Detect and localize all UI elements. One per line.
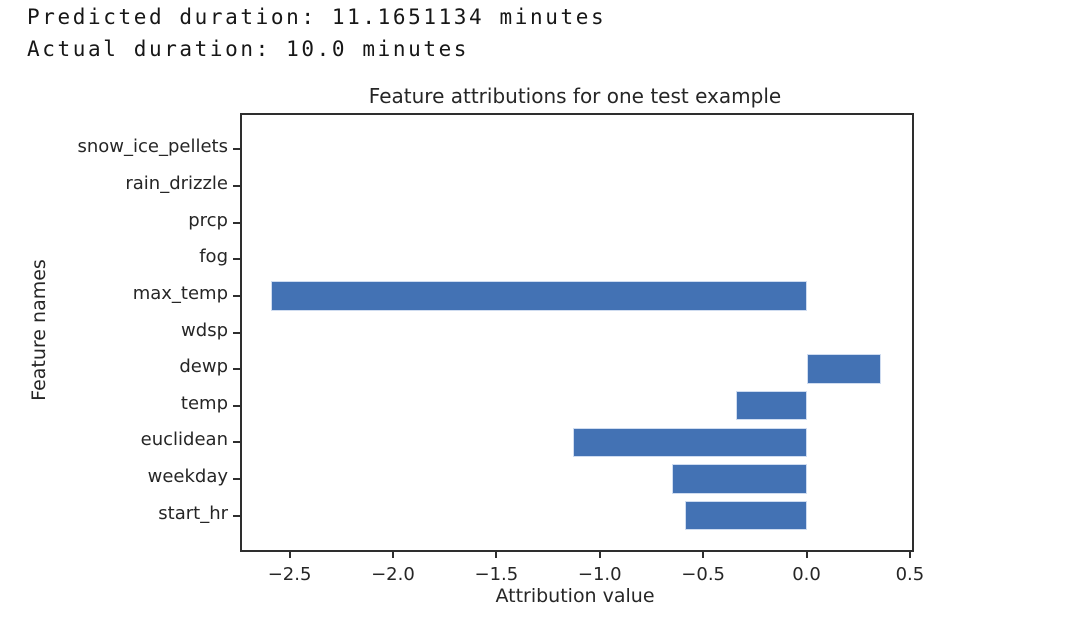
x-tick-label: −0.5 — [681, 564, 725, 585]
x-tick-label: 0.5 — [895, 564, 925, 585]
bar-dewp — [806, 354, 881, 384]
actual-duration-line: Actual duration: 10.0 minutes — [27, 37, 470, 61]
y-tick-label-snow_ice_pellets: snow_ice_pellets — [77, 136, 228, 158]
x-tick-label: −1.5 — [474, 564, 519, 585]
y-tick — [233, 221, 241, 224]
x-tick — [288, 550, 291, 558]
x-tick-label: −2.5 — [267, 564, 312, 585]
y-tick — [233, 514, 241, 517]
y-tick-label-prcp: prcp — [188, 209, 228, 231]
bar-weekday — [672, 464, 807, 494]
bar-max_temp — [270, 281, 807, 311]
x-tick — [805, 550, 808, 558]
bar-euclidean — [572, 427, 807, 457]
y-tick — [233, 368, 241, 371]
chart-title: Feature attributions for one test exampl… — [368, 84, 782, 108]
x-axis-label: Attribution value — [495, 585, 655, 607]
y-tick — [233, 258, 241, 261]
x-tick-label: −2.0 — [371, 564, 415, 585]
x-tick-label: −1.0 — [577, 564, 622, 585]
y-tick-label-max_temp: max_temp — [132, 282, 228, 304]
y-tick — [233, 404, 241, 407]
y-tick — [233, 477, 241, 480]
y-tick-label-temp: temp — [180, 392, 228, 414]
x-tick-label: 0.0 — [792, 564, 821, 585]
y-tick-label-fog: fog — [199, 246, 228, 268]
y-axis-label: Feature names — [28, 259, 50, 401]
y-tick — [233, 185, 241, 188]
x-tick — [495, 550, 498, 558]
y-tick-label-euclidean: euclidean — [140, 429, 228, 451]
y-tick-label-rain_drizzle: rain_drizzle — [125, 173, 228, 195]
x-tick — [598, 550, 601, 558]
bar-start_hr — [684, 500, 807, 531]
x-tick — [702, 550, 705, 558]
predicted-duration-line: Predicted duration: 11.1651134 minutes — [27, 5, 607, 29]
y-tick — [233, 441, 241, 444]
plot-area: −2.5 −2.0 −1.5 −1.0 −0.5 0.0 0.5 — [233, 113, 924, 585]
y-tick — [233, 331, 241, 334]
y-tick — [233, 294, 241, 297]
y-tick-label-wdsp: wdsp — [181, 319, 228, 341]
stdout-text: Predicted duration: 11.1651134 minutes A… — [27, 1, 606, 65]
x-tick — [908, 550, 911, 558]
y-tick-label-start_hr: start_hr — [158, 502, 228, 524]
x-tick — [391, 550, 394, 558]
y-tick — [233, 148, 241, 151]
y-tick-label-dewp: dewp — [179, 356, 228, 378]
y-tick-label-weekday: weekday — [147, 465, 228, 487]
bar-temp — [736, 391, 807, 421]
